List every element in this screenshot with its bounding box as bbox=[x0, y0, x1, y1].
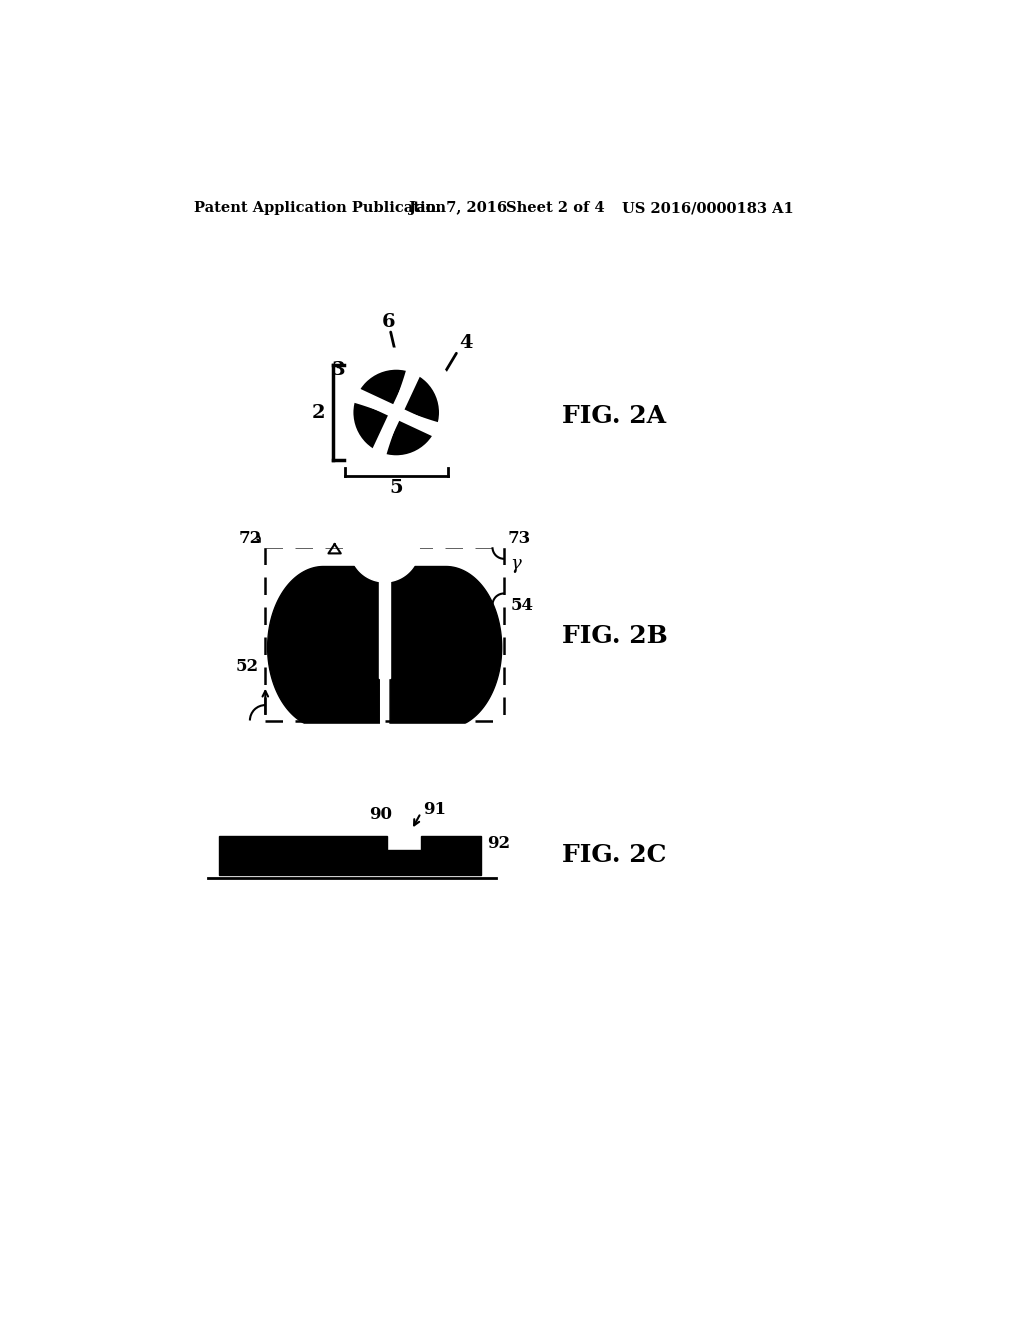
Circle shape bbox=[392, 409, 400, 416]
Polygon shape bbox=[379, 548, 390, 678]
Text: 71: 71 bbox=[477, 730, 500, 747]
Text: β: β bbox=[351, 735, 361, 752]
Text: 73: 73 bbox=[508, 529, 531, 546]
Text: FIG. 2B: FIG. 2B bbox=[562, 624, 668, 648]
Polygon shape bbox=[261, 725, 508, 781]
Polygon shape bbox=[261, 508, 385, 548]
Text: Patent Application Publication: Patent Application Publication bbox=[194, 202, 445, 215]
Text: US 2016/0000183 A1: US 2016/0000183 A1 bbox=[622, 202, 794, 215]
Circle shape bbox=[393, 409, 399, 416]
Polygon shape bbox=[357, 364, 404, 429]
Text: 92: 92 bbox=[487, 836, 510, 853]
Text: 72: 72 bbox=[239, 529, 261, 546]
Polygon shape bbox=[267, 566, 379, 729]
Text: 5: 5 bbox=[389, 479, 403, 496]
Text: 51: 51 bbox=[373, 553, 396, 570]
Text: 91: 91 bbox=[423, 800, 446, 817]
Polygon shape bbox=[388, 396, 434, 461]
Polygon shape bbox=[350, 540, 419, 548]
Text: 2: 2 bbox=[312, 404, 326, 421]
Text: FIG. 2C: FIG. 2C bbox=[562, 843, 667, 867]
Text: 54: 54 bbox=[510, 597, 534, 614]
Polygon shape bbox=[390, 566, 502, 729]
Text: Sheet 2 of 4: Sheet 2 of 4 bbox=[506, 202, 605, 215]
Polygon shape bbox=[379, 374, 443, 420]
Circle shape bbox=[345, 360, 447, 465]
Text: FIG. 2A: FIG. 2A bbox=[562, 404, 666, 429]
Text: 90: 90 bbox=[370, 807, 392, 822]
Text: γ: γ bbox=[510, 556, 521, 573]
Text: 6: 6 bbox=[382, 313, 395, 330]
Polygon shape bbox=[348, 405, 414, 451]
Text: 4: 4 bbox=[459, 334, 472, 352]
Polygon shape bbox=[219, 836, 481, 875]
Text: 3: 3 bbox=[332, 362, 345, 379]
Text: 53: 53 bbox=[373, 735, 396, 752]
Polygon shape bbox=[350, 548, 419, 582]
Text: 55: 55 bbox=[339, 527, 361, 544]
Text: 52: 52 bbox=[236, 659, 259, 675]
Text: θ: θ bbox=[280, 678, 289, 696]
Text: Jan. 7, 2016: Jan. 7, 2016 bbox=[410, 202, 508, 215]
Polygon shape bbox=[385, 508, 508, 548]
Text: α: α bbox=[376, 572, 387, 589]
